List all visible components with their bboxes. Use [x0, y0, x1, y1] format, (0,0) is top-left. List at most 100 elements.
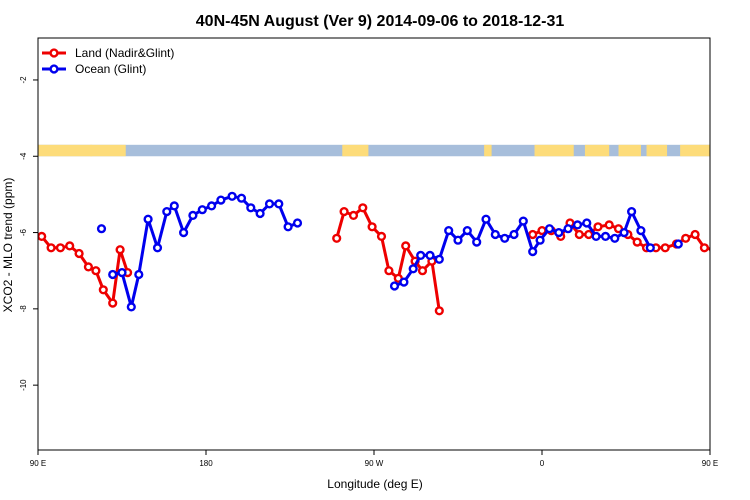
ocean-data-point — [162, 207, 172, 217]
ocean-data-point — [481, 214, 491, 224]
land-data-point — [604, 220, 614, 230]
ocean-data-point — [134, 269, 144, 280]
ocean-band — [38, 144, 710, 157]
ocean-data-point — [143, 214, 153, 224]
y-tick-label: -10 — [19, 379, 28, 391]
ocean-data-point — [227, 191, 237, 201]
land-data-point — [690, 229, 700, 240]
ocean-data-point — [636, 226, 646, 236]
land-data-point — [91, 266, 101, 276]
ocean-data-point — [408, 264, 418, 274]
ocean-legend-marker — [49, 64, 59, 74]
ocean-data-point — [152, 243, 163, 253]
axis-ticks: 90 E 180 90 W 0 90 E -2 -4 -6 -8 -10 — [19, 76, 718, 468]
ocean-data-point — [207, 201, 217, 211]
ocean-data-point — [544, 224, 555, 234]
land-band — [584, 144, 610, 157]
x-tick-label: 0 — [540, 459, 545, 468]
land-data-point — [38, 231, 47, 241]
ocean-data-point — [216, 195, 226, 205]
legend: Land (Nadir&Glint) Ocean (Glint) — [42, 46, 174, 76]
ocean-data-point — [563, 224, 573, 234]
land-ocean-strip — [38, 144, 710, 157]
ocean-data-point — [444, 226, 454, 236]
land-band — [680, 144, 710, 157]
x-axis-label: Longitude (deg E) — [327, 477, 422, 491]
ocean-data-point — [389, 281, 400, 291]
land-data-point — [358, 203, 368, 213]
land-data-point — [417, 266, 428, 276]
land-data-point — [339, 207, 349, 217]
x-tick-label: 90 W — [365, 459, 384, 468]
land-data-point — [83, 262, 94, 272]
ocean-data-point — [117, 268, 127, 278]
land-data-point — [367, 222, 377, 232]
land-data-point — [65, 241, 75, 251]
land-data-point — [528, 229, 538, 240]
land-data-point — [699, 243, 710, 253]
ocean-data-point — [434, 254, 444, 264]
land-data-point — [74, 248, 84, 259]
ocean-data-point — [169, 201, 179, 211]
ocean-data-point — [582, 218, 592, 228]
ocean-data-point — [425, 250, 435, 261]
ocean-data-point — [591, 231, 601, 242]
y-tick-label: -6 — [19, 228, 28, 236]
chart-title: 40N-45N August (Ver 9) 2014-09-06 to 201… — [196, 13, 565, 30]
x-tick-label: 180 — [199, 459, 213, 468]
ocean-data-point — [500, 233, 510, 243]
ocean-data-point — [673, 239, 683, 249]
ocean-data-point — [472, 237, 482, 247]
ocean-legend-label: Ocean (Glint) — [75, 62, 146, 76]
land-data-point — [108, 298, 118, 308]
land-data-point — [434, 306, 444, 316]
land-data-point — [98, 285, 108, 295]
land-data-point — [115, 245, 125, 255]
land-band — [90, 144, 126, 157]
y-tick-label: -8 — [19, 305, 28, 313]
land-data-point — [46, 243, 56, 253]
ocean-data-point — [126, 302, 136, 312]
ocean-data-point — [528, 247, 538, 257]
y-tick-label: -4 — [19, 152, 28, 160]
ocean-data-point — [645, 243, 655, 253]
land-data-point — [376, 231, 387, 242]
land-data-point — [348, 210, 359, 221]
land-legend-marker — [49, 48, 59, 58]
ocean-data-point — [274, 199, 284, 209]
ocean-data-point — [518, 216, 528, 226]
ocean-data-point — [619, 228, 629, 238]
plot-frame — [37, 37, 711, 451]
ocean-data-point — [108, 269, 118, 280]
land-data-point — [55, 243, 66, 253]
land-band — [618, 144, 641, 157]
ocean-data-point — [292, 218, 303, 228]
land-legend-label: Land (Nadir&Glint) — [75, 46, 174, 60]
land-band — [342, 144, 369, 157]
ocean-data-point — [509, 229, 519, 240]
x-tick-label: 90 E — [702, 459, 718, 468]
ocean-data-point — [535, 235, 545, 245]
land-data-point — [584, 229, 594, 240]
ocean-data-point — [462, 226, 472, 236]
ocean-data-point — [255, 208, 265, 219]
ocean-data-point — [197, 205, 207, 215]
ocean-data-point — [236, 193, 247, 203]
ocean-data-point — [600, 231, 611, 242]
land-data-point — [574, 229, 584, 240]
ocean-data-point — [399, 277, 409, 287]
ocean-data-point — [283, 222, 293, 232]
land-band — [646, 144, 668, 157]
series-layer — [38, 191, 710, 316]
ocean-data-point — [572, 220, 583, 230]
ocean-data-point — [96, 224, 107, 234]
ocean-data-point — [490, 229, 500, 240]
ocean-data-point — [626, 207, 637, 217]
land-data-point — [593, 222, 603, 232]
land-band — [534, 144, 574, 157]
land-band — [38, 144, 93, 157]
ocean-data-point — [264, 199, 275, 209]
y-axis-label: XCO2 - MLO trend (ppm) — [1, 178, 15, 313]
